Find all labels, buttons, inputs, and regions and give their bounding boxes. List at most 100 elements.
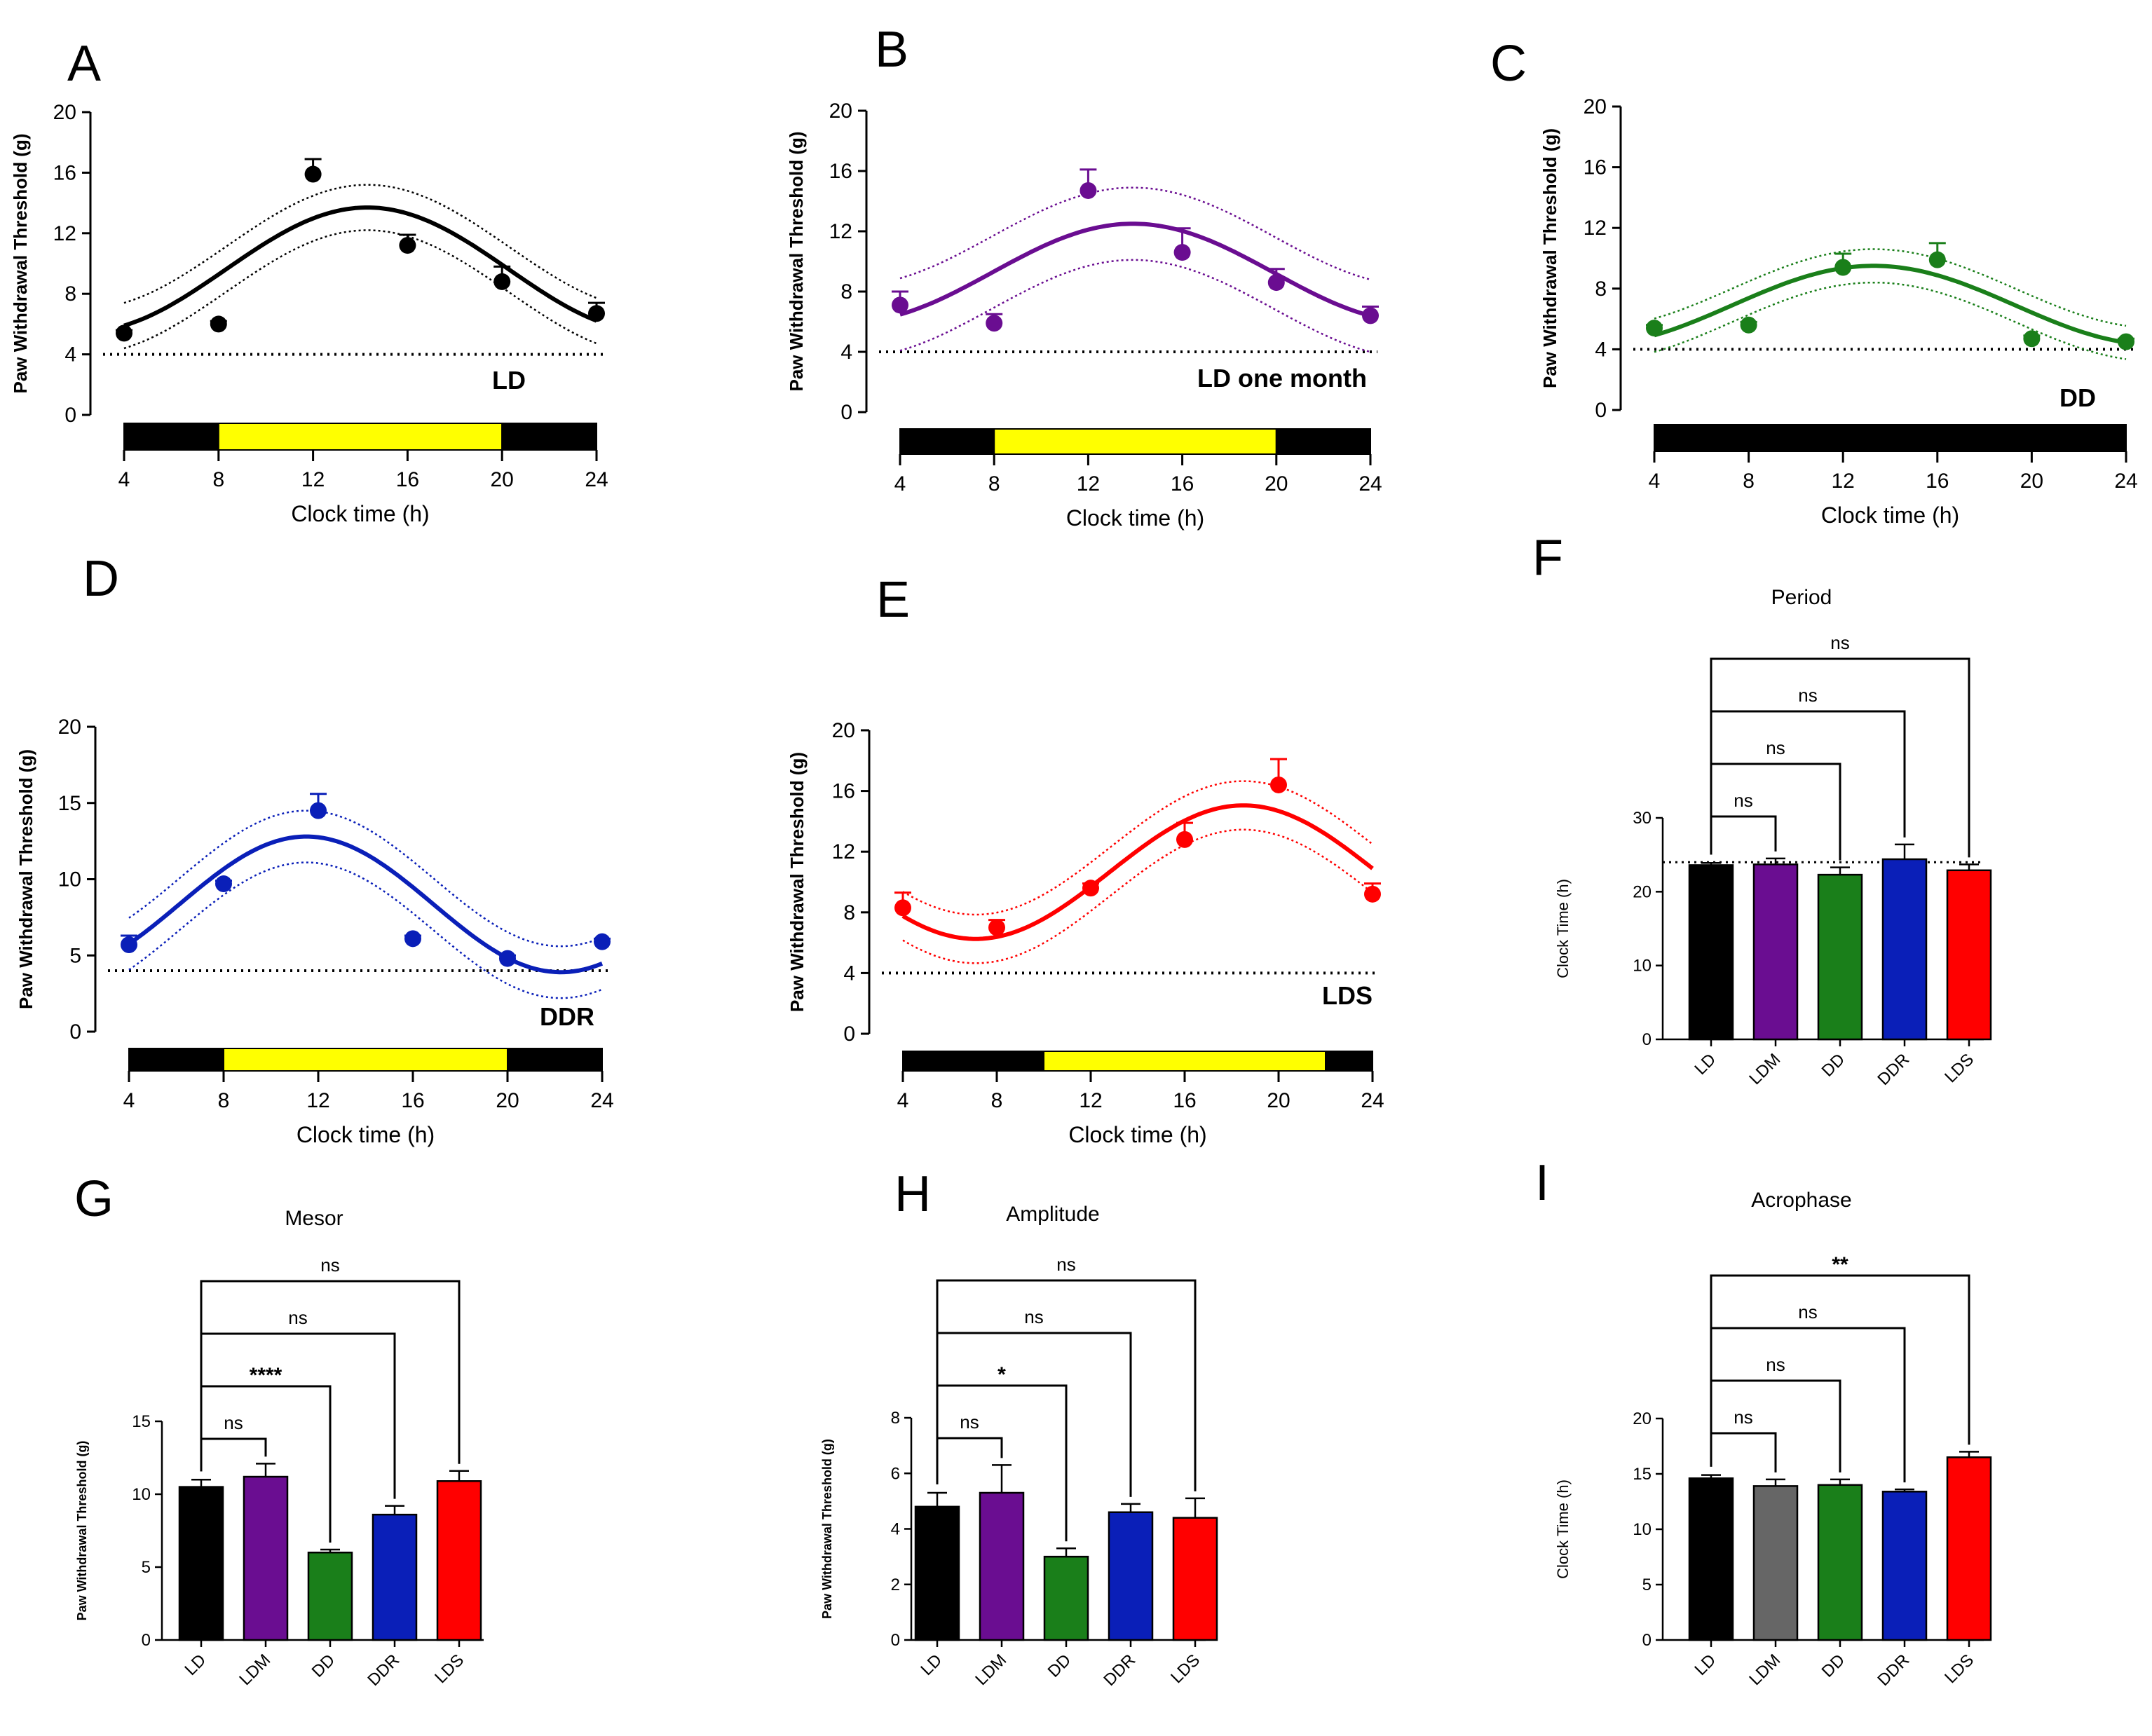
y-tick-label: 5 (142, 1558, 151, 1577)
x-tick-label: 16 (1173, 1089, 1196, 1112)
ci-lower-line (1654, 281, 2127, 360)
data-point (988, 919, 1005, 936)
y-axis-label: Clock Time (h) (1554, 1479, 1572, 1579)
data-point (588, 305, 605, 322)
y-tick-label: 16 (53, 161, 76, 184)
panel-h: H Amplitude 0 2 4 6 8 Paw Withdrawal Threshold … (820, 1166, 1218, 1690)
data-point (1740, 316, 1757, 334)
data-point (1176, 831, 1193, 848)
x-axis-label: Clock time (h) (1068, 1122, 1206, 1147)
y-tick-label: 0 (1595, 399, 1607, 422)
bar (1817, 1484, 1863, 1641)
x-tick-label: DDR (1874, 1650, 1913, 1690)
data-point (493, 273, 511, 290)
data-point (1080, 182, 1097, 199)
y-tick-label: 6 (891, 1464, 900, 1483)
x-tick-label: LD (181, 1650, 210, 1679)
x-tick-label: 8 (1743, 470, 1755, 493)
panel-g: G Mesor 0 5 10 15 Paw Withdrawal Threshold (g)… (74, 1171, 484, 1690)
cosinor-fit-line (901, 803, 1374, 941)
data-point (1270, 776, 1287, 793)
x-tick-label: 12 (306, 1089, 329, 1112)
ci-lower-line (902, 828, 1373, 964)
x-tick-label: 24 (2114, 470, 2137, 493)
light-dark-segment (123, 423, 219, 451)
bar (1108, 1511, 1154, 1641)
panel-d: D 0 5 10 15 20 Paw Withdrawal Threshold (g) DDR… (15, 551, 614, 1147)
y-tick-label: 5 (69, 944, 81, 967)
x-tick-label: 16 (401, 1089, 424, 1112)
y-tick-label: 10 (132, 1485, 151, 1504)
ci-upper-line (123, 184, 597, 304)
x-tick-label: 20 (1267, 1089, 1290, 1112)
bar (243, 1475, 289, 1641)
panel-a: A 0 4 8 12 16 20 Paw Withdrawal Threshold (g) LD… (10, 36, 608, 526)
significance-bracket (1710, 815, 1777, 855)
light-dark-segment (993, 428, 1277, 455)
significance-bracket (1710, 657, 1970, 858)
data-point (304, 165, 322, 183)
panel-label: B (875, 22, 908, 78)
y-axis-label: Clock Time (h) (1554, 879, 1572, 978)
x-tick-label: 8 (218, 1089, 230, 1112)
bar (1881, 858, 1928, 1041)
bar (436, 1480, 482, 1641)
panel-label: D (83, 551, 119, 607)
x-tick-label: 20 (2020, 470, 2043, 493)
condition-label: LD (492, 366, 526, 395)
bar (1946, 869, 1992, 1041)
y-tick-label: 0 (1642, 1631, 1652, 1650)
cosinor-fit-line (123, 205, 598, 328)
x-tick-label: LD (1691, 1050, 1719, 1079)
light-dark-segment (128, 1048, 224, 1072)
y-tick-label: 20 (1633, 1409, 1652, 1428)
y-tick-label: 20 (1584, 95, 1607, 118)
significance-label: ns (1766, 737, 1785, 758)
significance-label: ns (1734, 1407, 1752, 1428)
data-point (1364, 885, 1381, 903)
y-tick-label: 20 (53, 101, 76, 124)
ci-upper-line (128, 809, 603, 948)
light-dark-segment (1043, 1051, 1326, 1072)
y-tick-label: 4 (891, 1520, 900, 1539)
light-dark-segment (1325, 1051, 1373, 1072)
chart-title: Amplitude (1006, 1203, 1099, 1226)
y-tick-label: 0 (69, 1020, 81, 1044)
data-point (1267, 274, 1285, 292)
y-tick-label: 10 (58, 868, 81, 891)
light-dark-segment (1654, 424, 2127, 452)
y-tick-label: 0 (1642, 1030, 1652, 1049)
x-tick-label: 16 (396, 468, 419, 491)
data-point (399, 237, 416, 254)
significance-label: ns (1734, 790, 1752, 811)
x-tick-label: 16 (1171, 472, 1194, 495)
x-tick-label: 24 (1361, 1089, 1384, 1112)
light-dark-segment (507, 1048, 603, 1072)
significance-bracket (936, 1437, 1003, 1484)
data-point (121, 936, 137, 954)
significance-label: ns (1830, 632, 1849, 653)
x-tick-label: LDM (1745, 1050, 1784, 1088)
x-axis-label: Clock time (h) (291, 501, 429, 526)
panel-label: F (1532, 530, 1563, 586)
data-point (499, 950, 516, 967)
y-axis-label: Paw Withdrawal Threshold (g) (786, 131, 807, 391)
y-tick-label: 20 (832, 719, 855, 742)
x-tick-label: DD (1818, 1050, 1849, 1081)
ci-upper-line (1654, 248, 2127, 327)
significance-bracket (200, 1437, 267, 1472)
x-tick-label: LDM (972, 1650, 1010, 1689)
x-tick-label: 8 (988, 472, 1000, 495)
significance-bracket (936, 1279, 1197, 1491)
x-tick-label: 12 (1079, 1089, 1102, 1112)
y-tick-label: 8 (64, 282, 76, 306)
y-axis-label: Paw Withdrawal Threshold (g) (10, 133, 31, 393)
x-tick-label: DD (1044, 1650, 1075, 1681)
condition-label: DDR (540, 1002, 594, 1031)
significance-label: ns (1024, 1306, 1043, 1327)
y-tick-label: 4 (843, 962, 855, 985)
significance-label: ns (960, 1412, 979, 1433)
cosinor-fit-line (128, 834, 604, 975)
y-tick-label: 20 (829, 100, 852, 123)
